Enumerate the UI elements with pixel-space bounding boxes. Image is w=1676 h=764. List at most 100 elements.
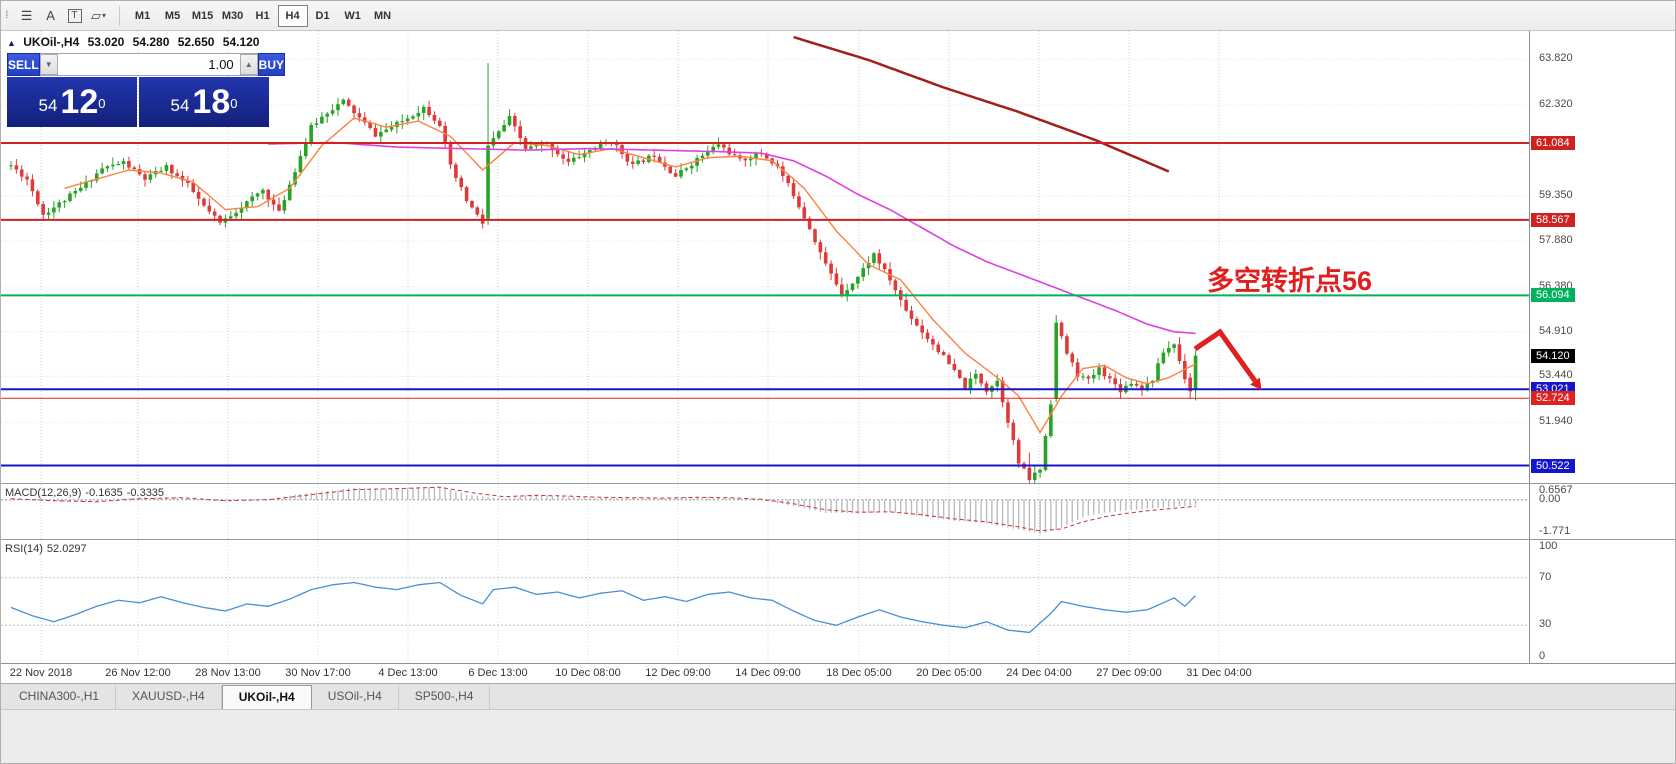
current-price-marker: 54.120 xyxy=(1531,348,1575,363)
macd-canvas[interactable] xyxy=(1,484,1529,539)
rsi-scale-label: 30 xyxy=(1539,618,1552,631)
price-marker-52.724: 52.724 xyxy=(1531,391,1575,406)
chart-tab-sp500-h4[interactable]: SP500-,H4 xyxy=(399,685,491,709)
macd-scale-label: 0.6567 xyxy=(1539,484,1573,496)
annotation-arrow[interactable] xyxy=(1193,328,1262,390)
time-axis-label: 31 Dec 04:00 xyxy=(1186,667,1252,679)
time-axis-label: 26 Nov 12:00 xyxy=(105,667,171,679)
ohlc-open: 53.020 xyxy=(87,35,125,49)
ohlc-high: 54.280 xyxy=(132,35,170,49)
price-chart-canvas[interactable] xyxy=(1,31,1529,483)
sell-price-point: 0 xyxy=(98,95,106,111)
toolbar-grip-handle[interactable]: ⁞⁞ xyxy=(5,10,8,21)
timeframe-button-mn[interactable]: MN xyxy=(368,5,398,27)
price-marker-56.094: 56.094 xyxy=(1531,288,1575,303)
ohlc-close: 54.120 xyxy=(222,35,260,49)
time-axis-label: 14 Dec 09:00 xyxy=(735,667,801,679)
macd-name: MACD(12,26,9) xyxy=(5,487,82,499)
timeframe-button-m30[interactable]: M30 xyxy=(218,5,248,27)
timeframe-button-m15[interactable]: M15 xyxy=(188,5,218,27)
time-axis-label: 18 Dec 05:00 xyxy=(826,667,892,679)
macd-pane: MACD(12,26,9) -0.1635 -0.3335 0.6567 0.00 -1… xyxy=(1,483,1675,539)
time-axis-label: 10 Dec 08:00 xyxy=(555,667,621,679)
main-chart-pane: ▲ UKOil-,H4 53.020 54.280 52.650 54.120 … xyxy=(1,31,1675,483)
macd-scale-label: 0.00 xyxy=(1539,492,1561,505)
volume-decrease-button[interactable]: ▼ xyxy=(39,54,58,75)
ohlc-readout: ▲ UKOil-,H4 53.020 54.280 52.650 54.120 xyxy=(7,35,264,49)
price-marker-50.522: 50.522 xyxy=(1531,458,1575,473)
timeframe-button-m5[interactable]: M5 xyxy=(158,5,188,27)
top-toolbar: ⁞⁞ ☰ A T ▱ ▾ M1 M5 M15 M30 H1 H4 D1 W1 MN xyxy=(1,1,1675,31)
volume-input[interactable] xyxy=(57,54,240,75)
chart-tab-china300-h1[interactable]: CHINA300-,H1 xyxy=(3,685,117,709)
collapse-trade-panel-icon[interactable]: ▲ xyxy=(7,38,16,48)
time-axis-label: 22 Nov 2018 xyxy=(9,667,73,679)
price-axis[interactable]: 63.820 62.320 59.350 57.880 56.380 54.910 53.4… xyxy=(1529,31,1675,483)
sell-price-display[interactable]: 54 12 0 xyxy=(7,77,137,127)
timeframe-group: M1 M5 M15 M30 H1 H4 D1 W1 MN xyxy=(128,4,398,27)
text-frame-tool-icon[interactable]: T xyxy=(63,5,87,27)
buy-price-display[interactable]: 54 18 0 xyxy=(139,77,269,127)
rsi-value: 52.0297 xyxy=(46,543,87,555)
status-bar xyxy=(1,709,1675,763)
sell-button[interactable]: SELL xyxy=(7,53,40,76)
time-axis-label: 6 Dec 13:00 xyxy=(468,667,528,679)
macd-axis[interactable]: 0.6567 0.00 -1.771 xyxy=(1529,484,1675,539)
chart-tab-xauusd-h4[interactable]: XAUUSD-,H4 xyxy=(116,685,222,709)
volume-increase-button[interactable]: ▲ xyxy=(239,54,258,75)
chart-tab-ukoil-h4[interactable]: UKOil-,H4 xyxy=(221,685,312,709)
drawing-tools-group: ☰ A T ▱ ▾ xyxy=(15,5,111,27)
buy-button[interactable]: BUY xyxy=(257,53,286,76)
timeframe-button-w1[interactable]: W1 xyxy=(338,5,368,27)
chart-tab-usoil-h4[interactable]: USOil-,H4 xyxy=(312,685,399,709)
time-axis[interactable]: 22 Nov 2018 26 Nov 12:00 28 Nov 13:00 30 No… xyxy=(1,663,1675,683)
time-axis-label: 4 Dec 13:00 xyxy=(378,667,438,679)
buy-price-point: 0 xyxy=(230,95,238,111)
macd-scale-label: -1.771 xyxy=(1539,525,1571,537)
rsi-scale-label: 70 xyxy=(1539,570,1552,583)
shapes-tool-icon[interactable]: ▱ ▾ xyxy=(87,5,111,27)
time-axis-label: 24 Dec 04:00 xyxy=(1006,667,1072,679)
one-click-trading-panel: SELL ▼ ▲ BUY 54 12 0 54 xyxy=(7,53,286,127)
macd-signal-value: -0.3335 xyxy=(126,487,165,499)
rsi-pane: RSI(14) 52.0297 100 70 30 0 xyxy=(1,539,1675,663)
timeframe-button-h1[interactable]: H1 xyxy=(248,5,278,27)
chart-symbol-period: UKOil-,H4 xyxy=(23,35,80,49)
sell-price-int: 54 xyxy=(38,96,58,115)
line-studies-tool-icon[interactable]: ☰ xyxy=(15,5,39,27)
rsi-name: RSI(14) xyxy=(5,543,43,555)
toolbar-separator xyxy=(118,5,120,26)
time-axis-label: 28 Nov 13:00 xyxy=(195,667,261,679)
rsi-scale-label: 100 xyxy=(1539,540,1558,552)
macd-main-value: -0.1635 xyxy=(85,487,123,499)
annotation-text[interactable]: 多空转折点56 xyxy=(1207,266,1373,296)
price-scale-label: 63.820 xyxy=(1539,52,1573,65)
timeframe-button-h4[interactable]: H4 xyxy=(277,4,308,27)
rsi-readout: RSI(14) 52.0297 xyxy=(5,543,91,555)
rsi-scale-label: 0 xyxy=(1539,650,1546,662)
time-axis-label: 27 Dec 09:00 xyxy=(1096,667,1162,679)
price-scale-label: 51.940 xyxy=(1539,415,1573,428)
price-marker-61.084: 61.084 xyxy=(1531,135,1575,150)
rsi-axis[interactable]: 100 70 30 0 xyxy=(1529,540,1675,663)
price-scale-label: 59.350 xyxy=(1539,188,1573,201)
chart-tabs-bar: CHINA300-,H1 XAUUSD-,H4 UKOil-,H4 USOil-,H4… xyxy=(1,683,1675,709)
buy-price-pips: 18 xyxy=(192,83,231,121)
chart-window: ▲ UKOil-,H4 53.020 54.280 52.650 54.120 … xyxy=(1,31,1675,683)
time-axis-label: 12 Dec 09:00 xyxy=(645,667,711,679)
price-scale-label: 62.320 xyxy=(1539,98,1573,111)
price-scale-label: 54.910 xyxy=(1539,324,1573,337)
timeframe-button-d1[interactable]: D1 xyxy=(308,5,338,27)
timeframe-button-m1[interactable]: M1 xyxy=(128,5,158,27)
macd-readout: MACD(12,26,9) -0.1635 -0.3335 xyxy=(5,487,168,499)
rsi-canvas[interactable] xyxy=(1,540,1529,663)
ohlc-low: 52.650 xyxy=(177,35,215,49)
price-scale-label: 53.440 xyxy=(1539,369,1573,382)
volume-control: ▼ ▲ xyxy=(39,53,258,76)
price-scale-label: 57.880 xyxy=(1539,233,1573,246)
time-axis-label: 20 Dec 05:00 xyxy=(916,667,982,679)
time-axis-label: 30 Nov 17:00 xyxy=(285,667,351,679)
label-tool-icon[interactable]: A xyxy=(39,5,63,27)
buy-price-int: 54 xyxy=(170,96,190,115)
